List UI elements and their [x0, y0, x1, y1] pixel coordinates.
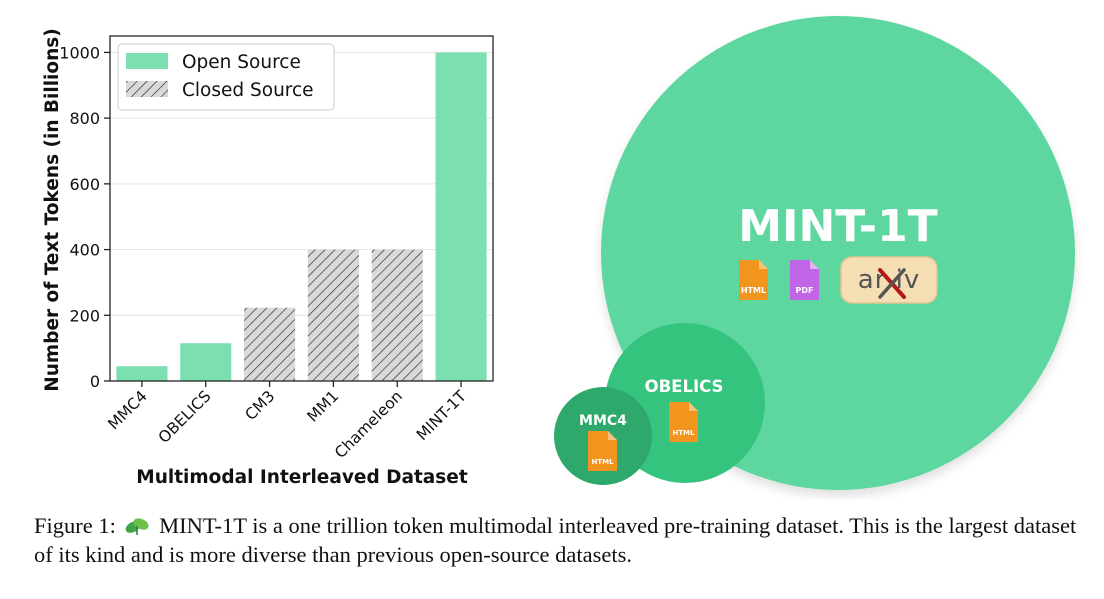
svg-text:HTML: HTML [741, 286, 766, 295]
y-tick-label: 800 [69, 109, 100, 128]
figure-caption: Figure 1: MINT-1T is a one trillion toke… [34, 511, 1084, 569]
obelics-bubble-label: OBELICS [645, 377, 724, 396]
mmc4-bubble-label: MMC4 [579, 413, 627, 429]
legend-label-closed: Closed Source [182, 80, 314, 101]
caption-prefix: Figure 1: [34, 513, 116, 538]
legend: Open Source Closed Source [117, 43, 335, 111]
mint-leaf-icon [125, 518, 149, 535]
svg-text:HTML: HTML [591, 458, 614, 466]
pdf-file-icon: PDF [790, 260, 819, 300]
arxiv-logo: ar iv [840, 256, 938, 304]
bar-chameleon [371, 249, 423, 381]
bar-obelics [180, 343, 232, 381]
mint-1t-bubble-label: MINT-1T [738, 201, 937, 252]
legend-frame [117, 43, 335, 111]
y-axis-label: Number of Text Tokens (in Billions) [42, 28, 63, 391]
bar-mm1 [307, 249, 359, 381]
x-axis-label: Multimodal Interleaved Dataset [136, 467, 468, 488]
html-file-icon: HTML [669, 402, 698, 442]
y-tick-label: 0 [90, 372, 100, 391]
y-tick-label: 200 [69, 306, 100, 325]
bar-mint-1t [435, 52, 487, 382]
y-tick-label: 400 [69, 241, 100, 260]
y-tick-label: 600 [69, 175, 100, 194]
legend-swatch-closed [126, 81, 168, 97]
y-tick-label: 1000 [59, 43, 100, 62]
plot-frame [109, 35, 494, 382]
legend-label-open: Open Source [182, 52, 301, 73]
html-file-icon: HTML [588, 431, 617, 471]
caption-text: MINT-1T is a one trillion token multimod… [34, 513, 1077, 567]
svg-text:HTML: HTML [672, 429, 695, 437]
legend-swatch-open [126, 53, 168, 69]
svg-text:PDF: PDF [796, 286, 814, 295]
html-file-icon: HTML [739, 260, 768, 300]
bar-mmc4 [116, 366, 168, 381]
bar-cm3 [244, 307, 296, 381]
dataset-bubbles: MINT-1T HTML PDF ar iv OBELICS HTML MMC4… [554, 16, 1075, 490]
